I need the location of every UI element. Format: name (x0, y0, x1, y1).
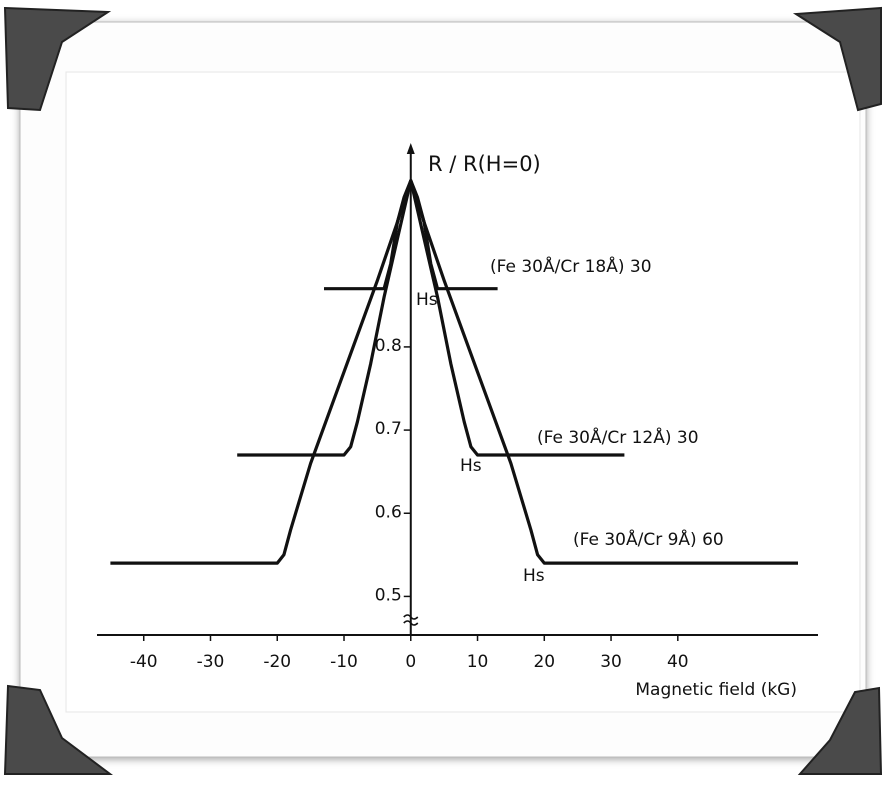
y-tick-label: 0.5 (375, 585, 402, 605)
x-tick-label: -20 (263, 652, 291, 672)
x-tick-label: 30 (600, 652, 622, 672)
annotation: Hs (460, 456, 482, 476)
y-tick-label: 0.7 (375, 419, 402, 439)
series-label: (Fe 30Å/Cr 18Å) 30 (490, 255, 652, 277)
x-axis-label: Magnetic field (kG) (635, 680, 797, 700)
frame-corners (3, 6, 883, 775)
series-line (110, 179, 798, 565)
y-axis-arrow (406, 143, 415, 154)
y-tick-label: 0.6 (375, 502, 402, 522)
series-label: (Fe 30Å/Cr 12Å) 30 (537, 426, 699, 448)
series-label: (Fe 30Å/Cr 9Å) 60 (573, 528, 724, 550)
x-tick-label: -30 (197, 652, 225, 672)
x-tick-label: 10 (467, 652, 489, 672)
x-tick-label: -40 (130, 652, 158, 672)
annotation: Hs (523, 566, 545, 586)
annotation: Hs (416, 290, 438, 310)
axis-break (403, 614, 419, 626)
x-tick-label: -10 (330, 652, 358, 672)
x-tick-label: 40 (667, 652, 689, 672)
plot-panel (65, 71, 861, 713)
y-axis-label: R / R(H=0) (428, 152, 541, 176)
x-tick-label: 0 (405, 652, 416, 672)
x-tick-label: 20 (533, 652, 555, 672)
y-tick-label: 0.8 (375, 336, 402, 356)
